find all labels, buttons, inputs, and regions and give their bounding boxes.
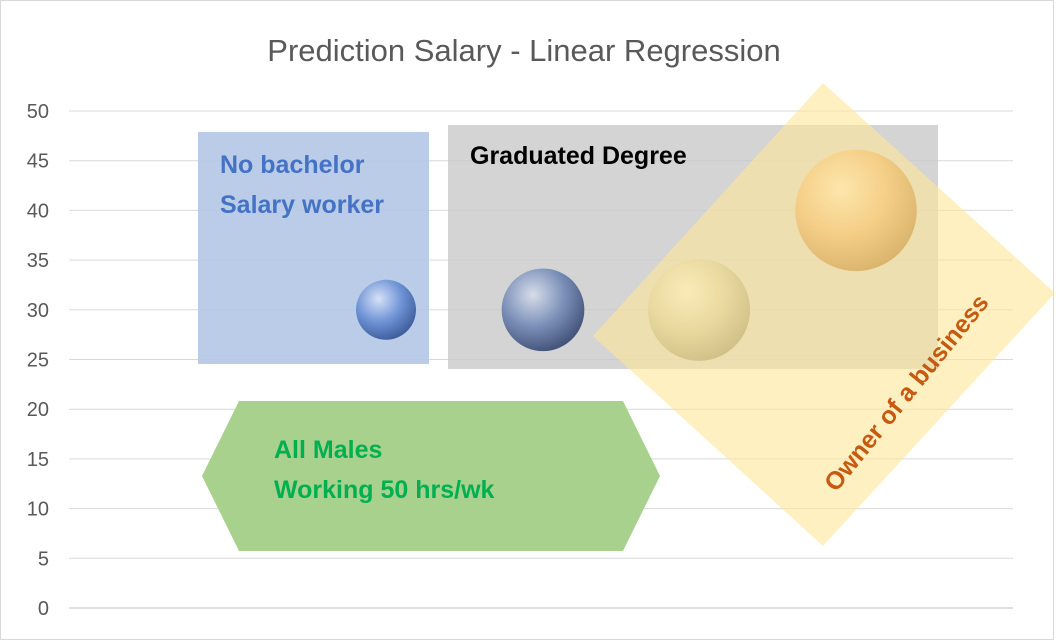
y-tick-label: 45 [27, 151, 49, 173]
all-males-shape [202, 401, 660, 551]
all-males-line2: Working 50 hrs/wk [274, 476, 495, 504]
bubble [501, 268, 585, 352]
y-tick-label: 50 [27, 101, 49, 123]
no-bachelor-line1: No bachelor [220, 151, 365, 179]
owner-diamond [593, 83, 1055, 546]
y-tick-label: 20 [27, 399, 49, 421]
annotation-all-males: All Males Working 50 hrs/wk [202, 401, 660, 551]
y-tick-label: 15 [27, 449, 49, 471]
y-tick-label: 25 [27, 350, 49, 372]
y-tick-label: 10 [27, 499, 49, 521]
graduated-label: Graduated Degree [470, 142, 687, 170]
all-males-line1: All Males [274, 436, 382, 464]
y-axis: 0 5 10 15 20 25 30 35 40 45 50 [27, 101, 49, 620]
no-bachelor-line2: Salary worker [220, 191, 384, 219]
y-tick-label: 30 [27, 300, 49, 322]
y-tick-label: 5 [38, 548, 49, 570]
y-tick-label: 0 [38, 598, 49, 620]
y-tick-label: 40 [27, 200, 49, 222]
y-tick-label: 35 [27, 250, 49, 272]
chart-title: Prediction Salary - Linear Regression [267, 33, 780, 68]
bubble [356, 279, 416, 340]
